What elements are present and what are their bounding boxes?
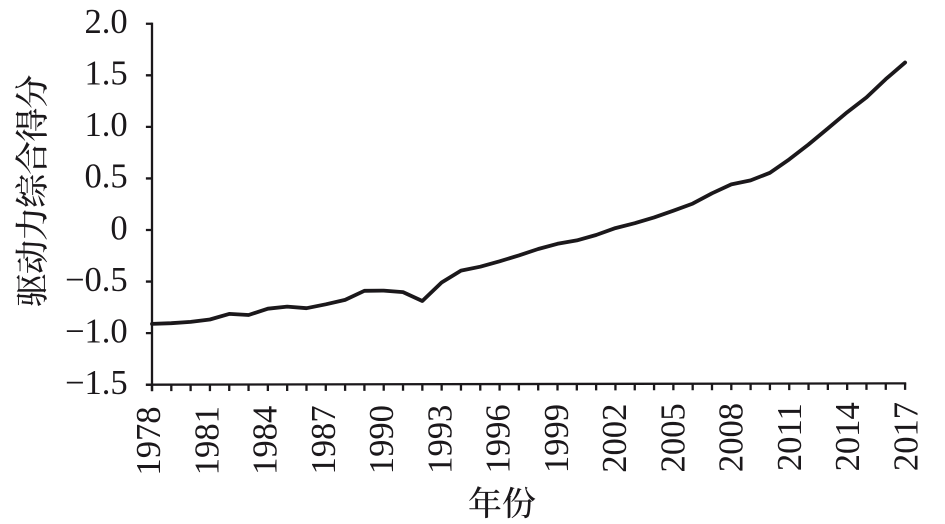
svg-text:2011: 2011 [771,403,809,471]
svg-text:1978: 1978 [130,406,168,475]
svg-text:2008: 2008 [713,403,751,472]
svg-text:2014: 2014 [829,402,867,471]
svg-text:1981: 1981 [188,406,226,475]
svg-text:2005: 2005 [654,403,692,472]
svg-text:−1.5: −1.5 [65,364,128,402]
svg-text:1.5: 1.5 [84,55,127,93]
svg-text:1984: 1984 [247,406,285,475]
svg-text:1999: 1999 [538,404,576,473]
svg-text:0: 0 [110,209,127,247]
svg-text:1996: 1996 [480,404,518,473]
svg-text:2002: 2002 [596,404,634,473]
svg-text:−0.5: −0.5 [65,261,128,299]
svg-text:1987: 1987 [305,405,343,474]
svg-text:1.0: 1.0 [84,106,127,144]
svg-text:2017: 2017 [887,402,925,471]
svg-text:0.5: 0.5 [84,158,127,196]
svg-text:−1.0: −1.0 [65,312,128,350]
svg-text:1993: 1993 [421,405,459,474]
svg-text:2.0: 2.0 [84,3,127,41]
svg-text:1990: 1990 [363,405,401,474]
